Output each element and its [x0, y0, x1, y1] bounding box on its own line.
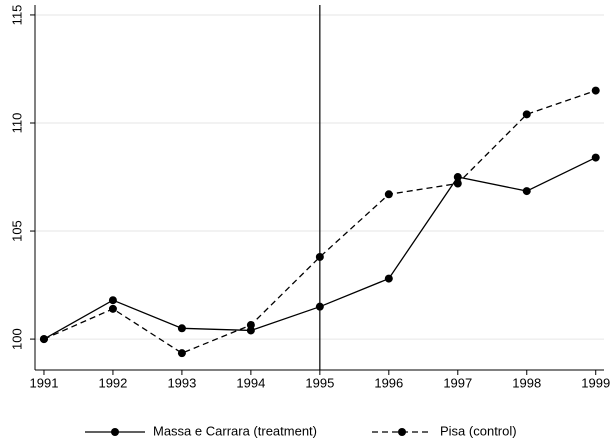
x-tick-label: 1999 [581, 375, 610, 390]
point [453, 173, 462, 182]
x-tick-label: 1998 [512, 375, 541, 390]
y-tick-label: 105 [9, 220, 24, 242]
point [177, 324, 186, 333]
x-tick-label: 1995 [305, 375, 334, 390]
legend-label: Pisa (control) [440, 423, 517, 438]
legend-marker [111, 428, 119, 436]
point [591, 153, 600, 162]
point [39, 335, 48, 344]
legend-label: Massa e Carrara (treatment) [153, 423, 317, 438]
point [315, 302, 324, 311]
point [177, 349, 186, 358]
x-tick-label: 1996 [374, 375, 403, 390]
point [384, 190, 393, 199]
point [246, 321, 255, 330]
series-line [43, 89, 596, 354]
y-tick-label: 100 [9, 328, 24, 350]
point [384, 274, 393, 283]
x-tick-label: 1992 [98, 375, 127, 390]
legend-marker [398, 428, 406, 436]
point [108, 296, 117, 305]
x-tick-label: 1997 [443, 375, 472, 390]
x-tick-label: 1994 [236, 375, 265, 390]
y-tick-label: 115 [9, 5, 24, 26]
x-tick-label: 1991 [30, 375, 59, 390]
x-tick-label: 1993 [167, 375, 196, 390]
point [453, 179, 462, 188]
point [315, 252, 324, 261]
point [591, 86, 600, 95]
y-tick-label: 110 [9, 113, 24, 134]
point [108, 304, 117, 313]
point [522, 110, 531, 119]
point [522, 187, 531, 196]
